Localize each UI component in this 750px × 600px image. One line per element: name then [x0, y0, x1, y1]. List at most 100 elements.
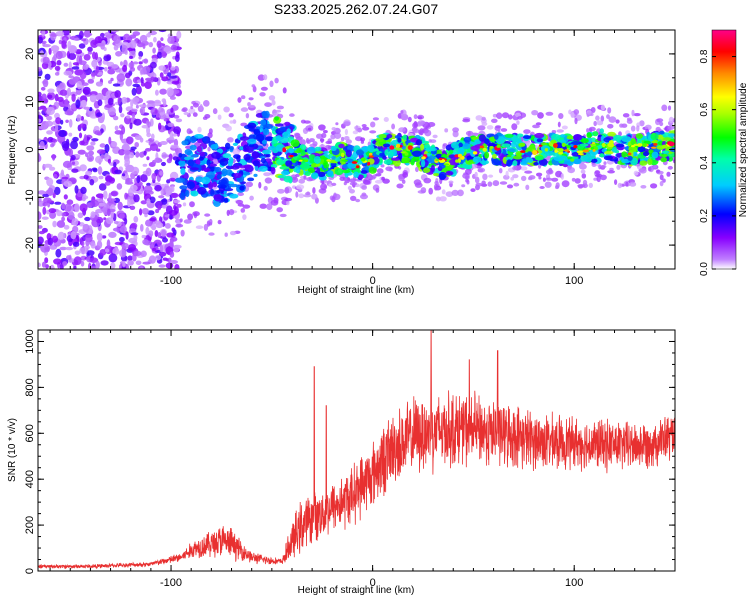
spectrogram-cell-2872 [647, 149, 654, 154]
spectrogram-cell-3449 [443, 163, 449, 166]
spectrogram-cell-1576 [284, 197, 292, 202]
spectrogram-cell-3238 [613, 134, 623, 142]
spectrogram-cell-1984 [227, 137, 234, 143]
spectrogram-cell-199 [84, 216, 91, 222]
spectrogram-cell-3296 [470, 149, 476, 157]
spectrogram-cell-3256 [382, 143, 391, 148]
spectrogram-cell-458 [159, 72, 164, 78]
spectrogram-cell-2260 [229, 146, 234, 151]
spectrogram-cell-3335 [635, 133, 643, 139]
spectrogram-cell-3409 [472, 151, 478, 155]
spectrogram-cell-1020 [39, 141, 45, 149]
spectrogram-cell-1091 [52, 235, 58, 243]
spectrogram-cell-1221 [617, 182, 623, 189]
spectrogram-cell-1704 [667, 125, 675, 130]
spectrogram-cell-3308 [628, 146, 638, 152]
spectrogram-cell-749 [68, 132, 73, 137]
spectrogram-cell-3218 [295, 168, 301, 174]
spectrogram-cell-1831 [226, 209, 230, 216]
spectrogram-cell-1692 [263, 172, 271, 177]
spectrogram-cell-1922 [545, 177, 553, 181]
spectrogram-cell-1740 [375, 187, 380, 193]
spectrogram-cell-717 [80, 116, 85, 121]
spectrogram-cell-1701 [396, 183, 404, 189]
spectrogram-cell-1056 [167, 122, 175, 127]
spectrogram-cell-1063 [55, 31, 65, 37]
spectrogram-cell-3197 [639, 160, 648, 166]
spectrogram-cell-1012 [145, 219, 153, 227]
spectrogram-cell-298 [174, 264, 180, 269]
spectrogram-cell-484 [116, 73, 126, 82]
spectrogram-cell-1023 [55, 51, 63, 60]
spectrogram-cell-1440 [242, 214, 247, 221]
spectrogram-cell-3473 [396, 143, 401, 148]
spectrogram-cell-935 [100, 154, 105, 160]
spectrogram-cell-371 [154, 200, 164, 209]
spectrogram-cell-1250 [445, 191, 454, 198]
figure-title: S233.2025.262.07.24.G07 [274, 1, 438, 17]
spectrogram-cell-1356 [659, 174, 664, 181]
spectrogram-cell-761 [95, 260, 100, 269]
spectrogram-cell-1961 [433, 183, 439, 191]
spectrogram-cell-2983 [636, 137, 642, 145]
spectrogram-cell-2269 [590, 158, 598, 163]
spectrogram-cell-1929 [385, 166, 393, 172]
spectrogram-cell-1758 [296, 184, 305, 190]
spectrogram-cell-1812 [245, 113, 250, 119]
spectrogram-cell-1898 [363, 180, 371, 186]
spectrogram-cell-2414 [599, 128, 604, 134]
spectrogram-cell-1309 [474, 176, 480, 184]
spectrogram-cell-907 [131, 166, 140, 175]
spectrogram-cell-859 [52, 138, 58, 143]
spectrogram-cell-786 [170, 192, 179, 199]
spectrogram-cell-3332 [472, 156, 482, 163]
spectrogram-cell-1535 [580, 169, 586, 174]
spectrogram-cell-1829 [179, 218, 183, 222]
spectrogram-cell-1661 [653, 164, 658, 169]
spectrogram-cell-1464 [350, 195, 357, 201]
spectrogram-cell-1395 [607, 124, 614, 129]
spectrogram-cell-3390 [211, 151, 222, 159]
spectrogram-cell-1062 [42, 202, 48, 207]
spectrogram-cell-1716 [344, 177, 348, 182]
spectrogram-cell-1008 [46, 106, 55, 116]
spectrogram-cell-1809 [442, 143, 448, 147]
spectrogram-cell-820 [81, 99, 87, 107]
spectrogram-cell-3301 [323, 162, 330, 169]
spectrogram-cell-766 [42, 78, 49, 88]
spectrogram-cell-967 [170, 66, 176, 71]
spectrogram-cell-1493 [477, 125, 486, 131]
spectrogram-cell-1973 [402, 172, 409, 178]
spectrogram-cell-944 [132, 97, 140, 103]
spectrogram-cell-3475 [642, 143, 647, 148]
spectrogram-cell-757 [59, 89, 68, 96]
spectrogram-cell-375 [158, 195, 165, 199]
spectrogram-cell-1072 [57, 96, 64, 102]
spectrogram-cell-794 [79, 71, 87, 80]
spectrogram-cell-1900 [481, 116, 486, 121]
spectrogram-cell-2847 [492, 153, 497, 159]
spectrogram-cell-3460 [516, 152, 522, 157]
spectrogram-cell-3369 [300, 149, 306, 156]
spectrogram-cell-3075 [184, 156, 194, 161]
spectrogram-cell-3004 [197, 186, 207, 195]
spectrogram-cell-373 [143, 185, 153, 193]
spectrogram-cell-410 [171, 80, 180, 85]
snr-ytick-label: 1000 [24, 329, 36, 353]
spectrogram-cell-809 [150, 61, 157, 69]
spectrogram-cell-1881 [631, 109, 635, 117]
spectrogram-cell-3465 [404, 152, 409, 156]
spectrogram-cell-472 [110, 77, 114, 82]
spectrogram-cell-3363 [660, 157, 668, 163]
spectrogram-cell-1736 [279, 213, 287, 218]
spectrogram-cell-3017 [378, 134, 387, 139]
spectrogram-cell-830 [161, 98, 166, 103]
spectrogram-cell-1779 [596, 120, 604, 126]
spectrogram-cell-3461 [637, 143, 643, 147]
spectrogram-cell-731 [70, 140, 78, 150]
spectrogram-cell-3255 [402, 134, 407, 141]
spectrogram-cell-1069 [75, 99, 81, 109]
spectrogram-cell-807 [77, 212, 84, 219]
